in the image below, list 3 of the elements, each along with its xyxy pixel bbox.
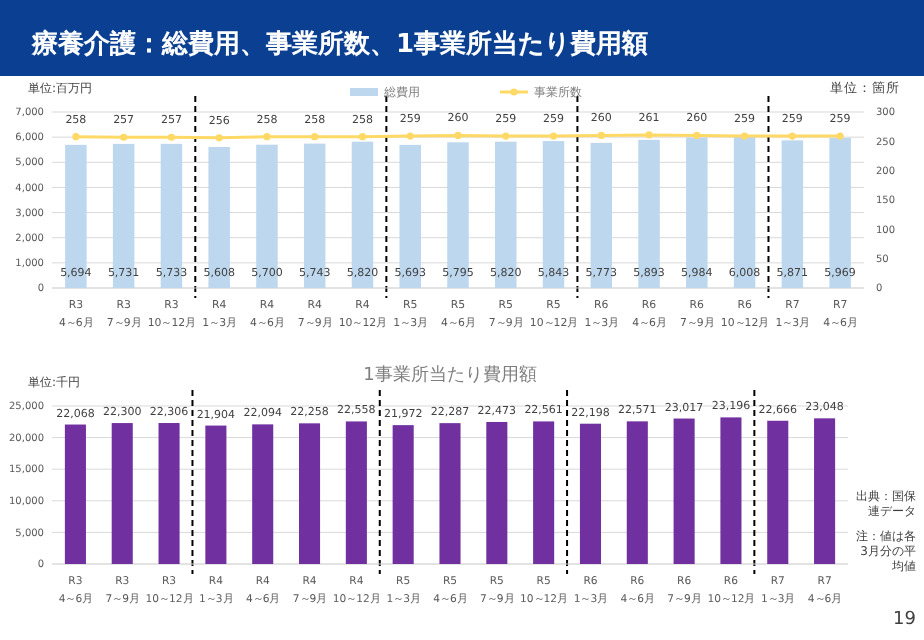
chart-title: 療養介護：総費用、事業所数、1事業所当たり費用額 <box>30 28 649 60</box>
chart-title: 1事業所当たり費用額 <box>363 364 537 386</box>
text: 19 <box>893 610 917 630</box>
